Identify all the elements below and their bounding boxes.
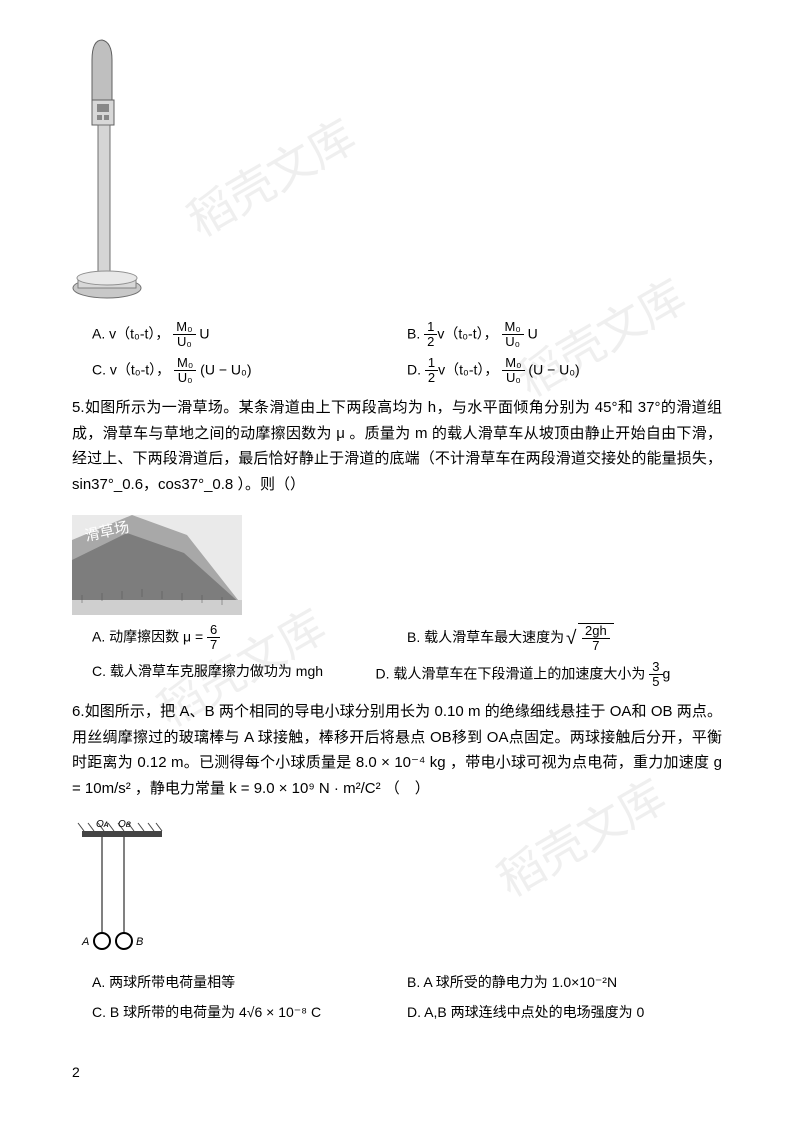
q5-figure: 滑草场 bbox=[72, 515, 242, 615]
grass-field-icon: 滑草场 bbox=[72, 515, 242, 615]
option-mid: v（t₀-t）， bbox=[438, 361, 498, 377]
q6-option-a: A. 两球所带电荷量相等 bbox=[92, 971, 407, 995]
option-text: B. 载人滑草车最大速度为 bbox=[407, 629, 568, 645]
fraction: 12 bbox=[424, 320, 437, 350]
q4-option-a: A. v（t₀-t）， M₀U₀ U bbox=[92, 320, 407, 350]
label-ob: Oʙ bbox=[118, 819, 131, 830]
label-b: B bbox=[136, 936, 143, 948]
device-icon bbox=[72, 30, 152, 310]
option-suffix: (U − U₀) bbox=[200, 361, 251, 377]
option-suffix: (U − U₀) bbox=[528, 361, 579, 377]
fraction: 35 bbox=[649, 660, 662, 690]
option-suffix: U bbox=[199, 326, 209, 342]
q6-options-row1: A. 两球所带电荷量相等 B. A 球所受的静电力为 1.0×10⁻²N bbox=[92, 971, 722, 995]
option-suffix: U bbox=[528, 326, 538, 342]
q5-text: 5.如图所示为一滑草场。某条滑道由上下两段高均为 h，与水平面倾角分别为 45°… bbox=[72, 395, 722, 497]
option-text: D. bbox=[407, 361, 425, 377]
q4-options-row2: C. v（t₀-t）， M₀U₀ (U − U₀) D. 12v（t₀-t）， … bbox=[92, 356, 722, 386]
option-text: C. v（t₀-t）， bbox=[92, 361, 170, 377]
pendulum-icon: Oᴀ Oʙ A B bbox=[72, 813, 182, 963]
option-suffix: g bbox=[663, 665, 671, 681]
option-text: A. 动摩擦因数 μ = bbox=[92, 629, 207, 645]
page-number: 2 bbox=[72, 1061, 80, 1085]
q6-option-c: C. B 球所带的电荷量为 4√6 × 10⁻⁸ C bbox=[92, 1001, 407, 1025]
fraction: 2gh7 bbox=[582, 624, 610, 654]
option-text: D. 载人滑草车在下段滑道上的加速度大小为 bbox=[376, 665, 650, 681]
fraction: M₀U₀ bbox=[174, 356, 196, 386]
q4-option-b: B. 12v（t₀-t）， M₀U₀ U bbox=[407, 320, 722, 350]
fraction: 67 bbox=[207, 623, 220, 653]
q6-options-row2: C. B 球所带的电荷量为 4√6 × 10⁻⁸ C D. A,B 两球连线中点… bbox=[92, 1001, 722, 1025]
q5-options-row1: A. 动摩擦因数 μ = 67 B. 载人滑草车最大速度为 2gh7 bbox=[92, 623, 722, 654]
sqrt: 2gh7 bbox=[568, 623, 614, 654]
option-mid: v（t₀-t）， bbox=[437, 326, 497, 342]
fraction: M₀U₀ bbox=[173, 320, 195, 350]
option-text: B. bbox=[407, 326, 424, 342]
label-oa: Oᴀ bbox=[96, 819, 109, 830]
q4-option-d: D. 12v（t₀-t）， M₀U₀ (U − U₀) bbox=[407, 356, 722, 386]
fraction: M₀U₀ bbox=[502, 320, 524, 350]
q5-options-row2: C. 载人滑草车克服摩擦力做功为 mgh D. 载人滑草车在下段滑道上的加速度大… bbox=[92, 660, 722, 690]
q4-options-row1: A. v（t₀-t）， M₀U₀ U B. 12v（t₀-t）， M₀U₀ U bbox=[92, 320, 722, 350]
fraction: M₀U₀ bbox=[502, 356, 524, 386]
q5-option-d: D. 载人滑草车在下段滑道上的加速度大小为 35g bbox=[376, 660, 723, 690]
option-text: A. v（t₀-t）， bbox=[92, 326, 169, 342]
fraction: 12 bbox=[425, 356, 438, 386]
q6-figure: Oᴀ Oʙ A B bbox=[72, 813, 182, 963]
q5-option-a: A. 动摩擦因数 μ = 67 bbox=[92, 623, 407, 654]
q4-option-c: C. v（t₀-t）， M₀U₀ (U − U₀) bbox=[92, 356, 407, 386]
label-a: A bbox=[81, 936, 89, 948]
q6-text: 6.如图所示，把 A、B 两个相同的导电小球分别用长为 0.10 m 的绝缘细线… bbox=[72, 699, 722, 801]
q6-option-b: B. A 球所受的静电力为 1.0×10⁻²N bbox=[407, 971, 722, 995]
q5-option-c: C. 载人滑草车克服摩擦力做功为 mgh bbox=[92, 660, 376, 690]
q5-option-b: B. 载人滑草车最大速度为 2gh7 bbox=[407, 623, 722, 654]
q4-figure bbox=[72, 30, 152, 310]
q6-option-d: D. A,B 两球连线中点处的电场强度为 0 bbox=[407, 1001, 722, 1025]
